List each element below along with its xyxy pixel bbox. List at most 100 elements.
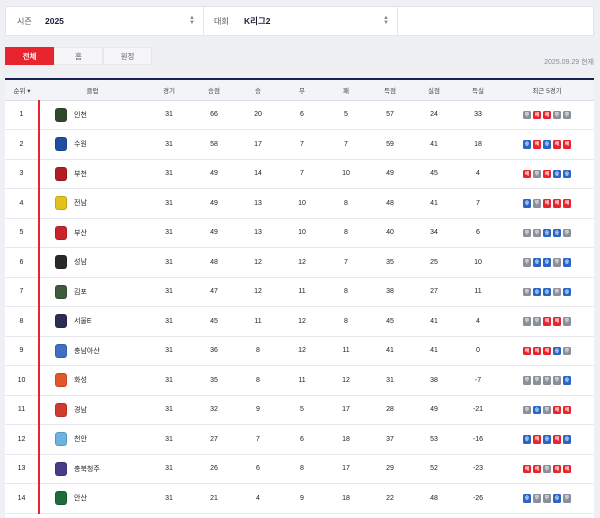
table-row[interactable]: 6 성남 31 48 12 12 7 35 25 10 무 승 승 무 승 [5, 247, 594, 278]
tab-away[interactable]: 원정 [103, 47, 152, 65]
table-row[interactable]: 12 천안 31 27 7 6 18 37 53 -16 승 패 승 패 승 [5, 424, 594, 455]
goal-diff-cell: 18 [456, 129, 500, 160]
table-row[interactable]: 14 안산 31 21 4 9 18 22 48 -26 승 무 무 승 무 [5, 483, 594, 514]
points-cell: 49 [192, 188, 236, 219]
form-result-badge: 승 [562, 435, 572, 444]
club-name[interactable]: 경남 [74, 406, 87, 414]
club-name[interactable]: 서울E [74, 318, 92, 326]
rank-cell: 7 [5, 277, 40, 307]
table-row[interactable]: 1 인천 31 66 20 6 5 57 24 33 무 패 패 무 무 [5, 100, 594, 130]
points-cell: 21 [192, 483, 236, 514]
form-result-badge: 승 [542, 287, 552, 296]
points-cell: 49 [192, 218, 236, 248]
form-result-badge: 승 [562, 376, 572, 385]
form-result-badge: 승 [522, 435, 532, 444]
points-cell: 35 [192, 365, 236, 396]
club-name[interactable]: 충북청주 [74, 465, 100, 473]
season-select[interactable]: 시즌 2025 ▲ ▼ [6, 7, 204, 35]
club-name[interactable]: 김포 [74, 288, 87, 296]
form-result-badge: 승 [562, 287, 572, 296]
competition-value: K리그2 [244, 16, 271, 26]
form-result-badge: 패 [542, 110, 552, 119]
goals-for-cell: 35 [368, 247, 412, 278]
form-result-badge: 패 [522, 169, 532, 178]
table-row[interactable]: 7 김포 31 47 12 11 8 38 27 11 무 승 승 무 승 [5, 277, 594, 307]
form-result-badge: 무 [542, 376, 552, 385]
table-row[interactable]: 5 부산 31 49 13 10 8 40 34 6 무 무 승 승 무 [5, 218, 594, 248]
points-cell: 36 [192, 336, 236, 366]
venue-tabs: 전체 홈 원정 [5, 47, 152, 65]
goals-for-cell: 28 [368, 395, 412, 425]
club-cell: 천안 [39, 424, 146, 455]
club-name[interactable]: 화성 [74, 377, 87, 385]
form-result-badge: 승 [522, 199, 532, 208]
rank-cell: 8 [5, 306, 40, 337]
table-row[interactable]: 13 충북청주 31 26 6 8 17 29 52 -23 패 패 무 패 패 [5, 454, 594, 484]
form-result-badge: 패 [522, 346, 532, 355]
club-name[interactable]: 전남 [74, 200, 87, 208]
draws-cell: 12 [280, 306, 324, 337]
club-name[interactable]: 성남 [74, 259, 87, 267]
form-result-badge: 패 [532, 435, 542, 444]
played-cell: 31 [146, 129, 192, 160]
points-cell: 49 [192, 159, 236, 189]
goals-against-cell: 41 [412, 306, 456, 337]
played-cell: 31 [146, 100, 192, 130]
form-result-badge: 무 [522, 376, 532, 385]
goal-diff-cell: -7 [456, 365, 500, 396]
draws-cell: 7 [280, 159, 324, 189]
wins-cell: 13 [236, 188, 280, 219]
header-recent-form: 최근 5경기 [500, 80, 594, 101]
table-row[interactable]: 3 부천 31 49 14 7 10 49 45 4 패 무 패 승 승 [5, 159, 594, 189]
club-name[interactable]: 충남아산 [74, 347, 100, 355]
club-emblem-icon [55, 284, 67, 299]
points-cell: 48 [192, 247, 236, 278]
table-row[interactable]: 10 화성 31 35 8 11 12 31 38 -7 무 무 무 무 승 [5, 365, 594, 396]
form-result-badge: 무 [552, 287, 562, 296]
goals-against-cell: 52 [412, 454, 456, 484]
played-cell: 31 [146, 483, 192, 514]
club-name[interactable]: 천안 [74, 436, 87, 444]
form-result-badge: 무 [562, 346, 572, 355]
table-row[interactable]: 11 경남 31 32 9 5 17 28 49 -21 무 승 무 패 패 [5, 395, 594, 425]
season-label: 시즌 [17, 16, 32, 26]
tab-all[interactable]: 전체 [5, 47, 54, 65]
header-rank[interactable]: 순위 ▾ [5, 80, 39, 101]
form-result-badge: 승 [542, 228, 552, 237]
table-row[interactable]: 2 수원 31 58 17 7 7 59 41 18 승 패 승 패 패 [5, 129, 594, 160]
wins-cell: 11 [236, 306, 280, 337]
table-row[interactable]: 4 전남 31 49 13 10 8 48 41 7 승 무 패 패 패 [5, 188, 594, 219]
form-result-badge: 무 [532, 376, 542, 385]
goals-for-cell: 31 [368, 365, 412, 396]
losses-cell: 17 [324, 454, 368, 484]
played-cell: 31 [146, 306, 192, 337]
goals-against-cell: 27 [412, 277, 456, 307]
goals-for-cell: 40 [368, 218, 412, 248]
header-wins: 승 [236, 80, 280, 101]
goal-diff-cell: 7 [456, 188, 500, 219]
club-name[interactable]: 부산 [74, 229, 87, 237]
table-row[interactable]: 9 충남아산 31 36 8 12 11 41 41 0 패 패 패 승 무 [5, 336, 594, 366]
goals-for-cell: 59 [368, 129, 412, 160]
club-emblem-icon [55, 461, 67, 476]
goal-diff-cell: 11 [456, 277, 500, 307]
club-name[interactable]: 인천 [74, 111, 87, 119]
header-goal-diff: 득실 [456, 80, 500, 101]
as-of-date: 2025.09.29 현재 [544, 59, 594, 66]
table-row[interactable]: 8 서울E 31 45 11 12 8 45 41 4 무 무 패 패 무 [5, 306, 594, 337]
club-cell: 수원 [39, 129, 146, 160]
club-name[interactable]: 수원 [74, 141, 87, 149]
goal-diff-cell: -21 [456, 395, 500, 425]
club-name[interactable]: 안산 [74, 495, 87, 503]
played-cell: 31 [146, 395, 192, 425]
losses-cell: 12 [324, 365, 368, 396]
club-cell: 성남 [39, 247, 146, 278]
competition-select[interactable]: 대회 K리그2 ▲ ▼ [204, 7, 398, 35]
club-name[interactable]: 부천 [74, 170, 87, 178]
tab-home[interactable]: 홈 [54, 47, 103, 65]
losses-cell: 7 [324, 129, 368, 160]
